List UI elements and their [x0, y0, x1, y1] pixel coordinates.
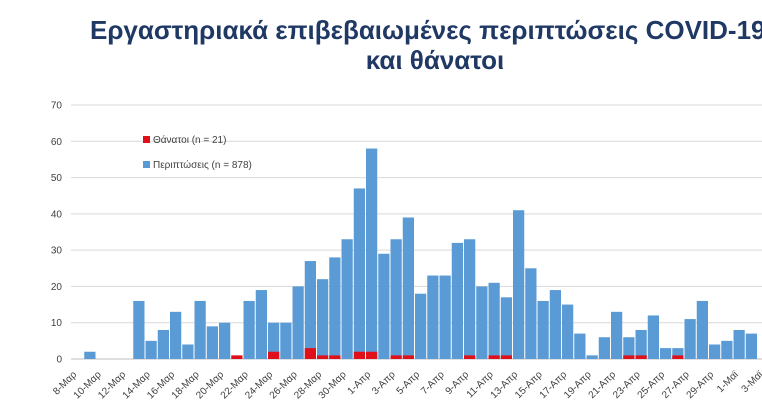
bar-cases: [562, 304, 574, 359]
chart-title-line2: και θάνατοι: [365, 45, 505, 75]
y-tick-label: 60: [51, 137, 63, 148]
bar-cases: [402, 217, 414, 359]
y-tick-label: 20: [51, 282, 63, 293]
bar-cases: [390, 239, 402, 359]
y-tick-label: 40: [51, 209, 63, 220]
bar-cases: [170, 311, 182, 359]
bar-cases: [684, 319, 696, 359]
bar-deaths: [464, 355, 476, 359]
bar-deaths: [329, 355, 341, 359]
bar-deaths: [672, 355, 684, 359]
bar-cases: [672, 348, 684, 359]
x-tick-label: 29-Απρ: [685, 369, 717, 401]
x-tick-label: 1-Απρ: [346, 369, 374, 397]
bar-cases: [268, 322, 280, 359]
bar-cases: [513, 210, 525, 359]
bar-cases: [317, 279, 329, 359]
bar-cases: [292, 286, 304, 359]
bar-deaths: [402, 355, 414, 359]
legend: Θάνατοι (n = 21) Περιπτώσεις (n = 878): [143, 134, 252, 171]
bar-deaths: [317, 355, 329, 359]
bar-cases: [206, 326, 218, 359]
bar-cases: [537, 300, 549, 359]
bar-cases: [623, 337, 635, 359]
y-tick-label: 70: [51, 101, 63, 112]
bar-cases: [476, 286, 488, 359]
bar-deaths: [231, 355, 243, 359]
chart-title-line1: Εργαστηριακά επιβεβαιωμένες περιπτώσεις …: [90, 15, 762, 45]
bar-cases: [439, 275, 451, 359]
bar-deaths: [488, 355, 500, 359]
bar-cases: [500, 297, 512, 359]
bar-cases: [133, 300, 145, 359]
x-tick-label: 30-Μαρ: [317, 369, 349, 401]
bar-cases: [586, 355, 598, 359]
x-tick-label: 1-Μαϊ: [715, 369, 741, 395]
bar-cases: [647, 315, 659, 359]
y-tick-label: 0: [56, 355, 62, 366]
bar-cases: [611, 311, 623, 359]
bar-deaths: [268, 351, 280, 359]
x-tick-label: 5-Απρ: [395, 369, 423, 397]
bar-deaths: [635, 355, 647, 359]
bar-cases: [84, 351, 96, 359]
bar-cases: [341, 239, 353, 359]
grid-lines: [71, 104, 762, 360]
bar-cases: [329, 257, 341, 359]
bar-cases: [660, 348, 672, 359]
bar-cases: [219, 322, 231, 359]
bar-deaths: [353, 351, 365, 359]
bar-cases: [157, 329, 169, 359]
legend-label: Θάνατοι (n = 21): [153, 134, 226, 146]
y-tick-label: 50: [51, 173, 63, 184]
legend-swatch: [143, 161, 150, 168]
bar-cases: [721, 340, 733, 359]
bar-cases: [464, 239, 476, 359]
bar-cases: [243, 300, 255, 359]
legend-label: Περιπτώσεις (n = 878): [153, 159, 252, 171]
bar-deaths: [390, 355, 402, 359]
bars: [84, 148, 757, 359]
bar-deaths: [500, 355, 512, 359]
bar-cases: [709, 344, 721, 359]
bar-cases: [733, 329, 745, 359]
bar-cases: [574, 333, 586, 359]
bar-cases: [525, 268, 537, 359]
legend-swatch: [143, 136, 150, 143]
y-tick-label: 30: [51, 246, 63, 257]
bar-deaths: [366, 351, 378, 359]
bar-cases: [549, 290, 561, 359]
bar-cases: [427, 275, 439, 359]
y-axis-ticks: 0 10 20 30 40 50 60 70: [51, 101, 63, 366]
bar-cases: [378, 253, 390, 359]
bar-cases: [145, 340, 157, 359]
x-tick-label: 3-Μαϊ: [740, 369, 762, 395]
y-tick-label: 10: [51, 318, 63, 329]
bar-cases: [182, 344, 194, 359]
bar-cases: [415, 293, 427, 359]
bar-deaths: [304, 348, 316, 359]
x-axis-ticks: 8-Μαρ10-Μαρ12-Μαρ14-Μαρ16-Μαρ18-Μαρ20-Μα…: [51, 369, 762, 402]
bar-cases: [304, 261, 316, 359]
bar-cases: [280, 322, 292, 359]
bar-cases: [488, 282, 500, 359]
bar-cases: [635, 329, 647, 359]
bar-cases: [745, 333, 757, 359]
bar-cases: [598, 337, 610, 359]
bar-cases: [451, 242, 463, 359]
bar-cases: [353, 188, 365, 359]
bar-deaths: [623, 355, 635, 359]
x-tick-label: 7-Απρ: [419, 369, 447, 397]
x-tick-label: 3-Απρ: [370, 369, 398, 397]
bar-cases: [255, 290, 267, 359]
bar-cases: [194, 300, 206, 359]
bar-cases: [696, 300, 708, 359]
bar-cases: [366, 148, 378, 359]
